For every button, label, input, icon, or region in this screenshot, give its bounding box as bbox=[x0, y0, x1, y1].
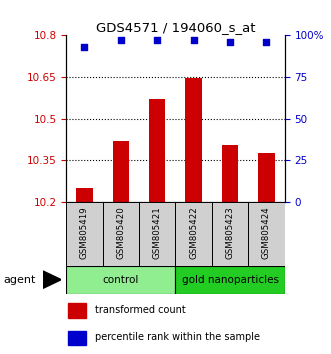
Point bbox=[82, 44, 87, 50]
Bar bbox=[69, 331, 86, 345]
Text: gold nanoparticles: gold nanoparticles bbox=[181, 275, 279, 285]
Text: percentile rank within the sample: percentile rank within the sample bbox=[95, 332, 260, 342]
Bar bbox=[113, 141, 129, 202]
Bar bbox=[66, 202, 103, 266]
Bar bbox=[175, 266, 285, 294]
Text: control: control bbox=[103, 275, 139, 285]
Point bbox=[191, 38, 196, 43]
Bar bbox=[103, 202, 139, 266]
Text: agent: agent bbox=[3, 275, 36, 285]
Polygon shape bbox=[43, 271, 61, 288]
Text: GSM805421: GSM805421 bbox=[153, 206, 162, 259]
Bar bbox=[222, 145, 238, 202]
Text: transformed count: transformed count bbox=[95, 305, 185, 315]
Text: GSM805423: GSM805423 bbox=[225, 206, 235, 259]
Text: GSM805424: GSM805424 bbox=[262, 206, 271, 259]
Point bbox=[264, 39, 269, 45]
Bar bbox=[66, 266, 175, 294]
Text: GSM805419: GSM805419 bbox=[80, 206, 89, 259]
Text: GSM805422: GSM805422 bbox=[189, 206, 198, 259]
Bar bbox=[69, 303, 86, 318]
Bar bbox=[212, 202, 248, 266]
Point bbox=[155, 38, 160, 43]
Point bbox=[118, 38, 123, 43]
Bar bbox=[139, 202, 175, 266]
Bar bbox=[149, 99, 166, 202]
Bar bbox=[248, 202, 285, 266]
Bar bbox=[175, 202, 212, 266]
Bar bbox=[76, 188, 93, 202]
Title: GDS4571 / 194060_s_at: GDS4571 / 194060_s_at bbox=[96, 21, 255, 34]
Bar bbox=[185, 78, 202, 202]
Point bbox=[227, 39, 233, 45]
Text: GSM805420: GSM805420 bbox=[116, 206, 125, 259]
Bar bbox=[258, 153, 275, 202]
